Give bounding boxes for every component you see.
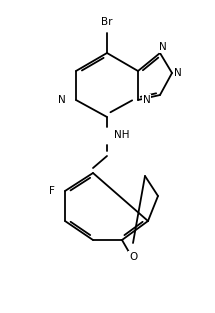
Text: Br: Br [101,17,113,27]
Text: N: N [143,95,151,105]
Text: N: N [174,68,182,78]
Text: O: O [129,252,137,262]
Text: NH: NH [114,130,129,140]
Text: N: N [58,95,66,105]
Text: N: N [159,42,167,52]
Text: F: F [49,186,55,196]
